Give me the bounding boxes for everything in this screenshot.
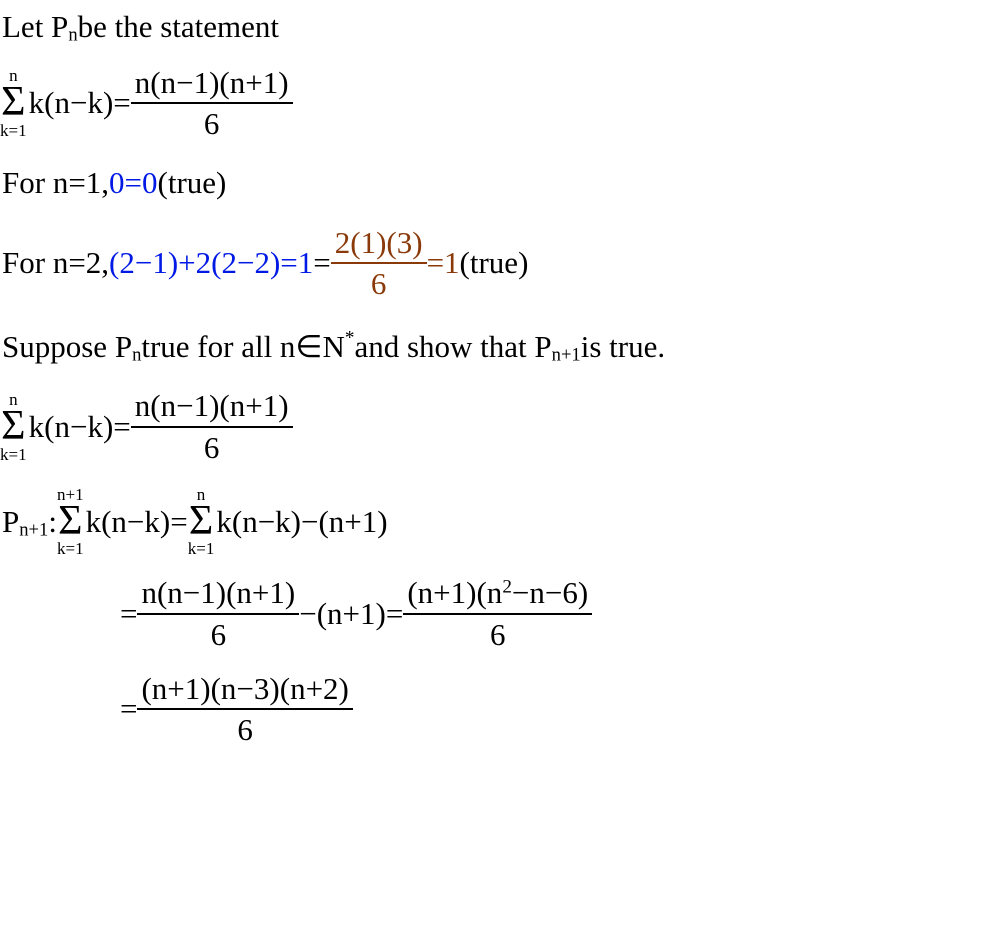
l9-frac: (n+1)(n−3)(n+2) 6 [137,671,352,748]
l2-frac-den: 6 [131,104,293,142]
line-6: n Σ k=1 k(n−k)= n(n−1)(n+1) 6 [0,388,992,465]
l4-b: (2−1)+2(2−2)=1 [109,245,313,281]
l4-a: For n=2, [2,245,109,281]
l2-sigma: n Σ k=1 [0,67,27,139]
l8-frac1: n(n−1)(n+1) 6 [137,575,299,652]
l5-g: n+1 [552,344,581,365]
l6-sigma-bot: k=1 [0,446,27,463]
l8-f1-den: 6 [137,615,299,653]
l5-f: and show that P [354,329,551,365]
l7-sigma1: n+1 Σ k=1 [57,486,84,558]
l8-frac2: (n+1)(n2−n−6) 6 [403,575,592,652]
l6-frac: n(n−1)(n+1) 6 [131,388,293,465]
l6-sigma: n Σ k=1 [0,391,27,463]
l3-b: 0=0 [109,165,157,201]
l2-frac: n(n−1)(n+1) 6 [131,65,293,142]
l7-c: : [48,504,57,540]
sigma-glyph: Σ [0,408,27,446]
line-9: = (n+1)(n−3)(n+2) 6 [2,671,992,748]
l1-c: be the statement [78,9,279,45]
l7-body1: k(n−k)= [86,504,188,540]
l9-eq: = [120,691,137,727]
l2-body: k(n−k)= [29,85,131,121]
l5-h: is true. [581,329,665,365]
l1-a: Let P [2,9,68,45]
l6-frac-num: n(n−1)(n+1) [131,388,293,428]
l8-f2-num-c: −n−6) [512,575,588,610]
l4-c: = [313,245,330,281]
l8-mid: −(n+1)= [299,596,403,632]
l4-frac-num: 2(1)(3) [331,225,427,265]
l4-frac: 2(1)(3) 6 [331,225,427,302]
l3-a: For n=1, [2,165,109,201]
l2-frac-num: n(n−1)(n+1) [131,65,293,105]
l9-f-num: (n+1)(n−3)(n+2) [137,671,352,711]
l8-f2-den: 6 [403,615,592,653]
l9-f-den: 6 [137,710,352,748]
l8-eq: = [120,596,137,632]
l8-f2-num-a: (n+1)(n [407,575,502,610]
line-2: n Σ k=1 k(n−k)= n(n−1)(n+1) 6 [0,65,992,142]
line-3: For n=1, 0=0 (true) [2,162,992,201]
l4-d: =1 [427,245,460,281]
l6-frac-den: 6 [131,428,293,466]
l7-a: P [2,504,19,540]
line-4: For n=2, (2−1)+2(2−2)=1= 2(1)(3) 6 =1 (t… [2,225,992,302]
l7-body2: k(n−k)−(n+1) [216,504,387,540]
l7-sigma2: n Σ k=1 [188,486,215,558]
l5-e: * [345,327,355,348]
l6-body: k(n−k)= [29,409,131,445]
l1-sub: n [68,25,77,46]
sigma-glyph: Σ [0,84,27,122]
line-5: Suppose Pn true for all n∈N* and show th… [2,326,992,367]
l8-f2-num-b: 2 [502,577,512,598]
l7-sigma2-bot: k=1 [188,540,215,557]
l5-c: true for all n∈ [141,329,322,365]
l5-d: N [322,329,344,365]
l7-b: n+1 [19,519,48,540]
l4-e: (true) [460,245,529,281]
line-7: Pn+1: n+1 Σ k=1 k(n−k)= n Σ k=1 k(n−k)−(… [2,486,992,558]
l2-sigma-bot: k=1 [0,122,27,139]
l5-a: Suppose P [2,329,132,365]
l3-c: (true) [158,165,227,201]
l8-f1-num: n(n−1)(n+1) [137,575,299,615]
l4-frac-den: 6 [331,264,427,302]
sigma-glyph: Σ [57,503,84,541]
l8-f2-num: (n+1)(n2−n−6) [403,575,592,615]
sigma-glyph: Σ [188,503,215,541]
l5-b: n [132,344,141,365]
line-1: Let Pn be the statement [2,6,992,47]
line-8: = n(n−1)(n+1) 6 −(n+1)= (n+1)(n2−n−6) 6 [2,575,992,652]
l7-sigma1-bot: k=1 [57,540,84,557]
